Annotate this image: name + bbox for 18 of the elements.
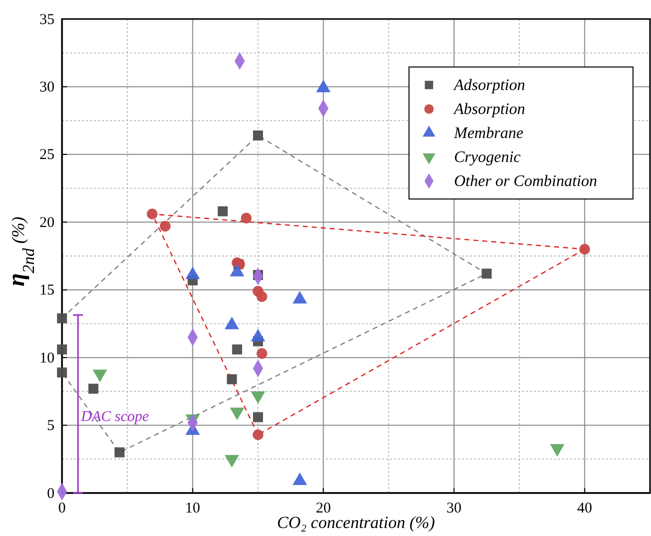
x-tick-label: 10 [185,500,200,516]
x-tick-label: 40 [577,500,592,516]
y-tick-label: 35 [40,12,54,28]
legend-label: Membrane [453,125,524,142]
y-tick-label: 30 [40,80,54,96]
y-tick-label: 0 [47,486,54,502]
y-tick-label: 15 [40,282,54,299]
y-tick-label: 25 [40,147,54,164]
legend-label: Other or Combination [454,173,598,190]
legend-label: Adsorption [453,77,526,94]
y-tick-label: 20 [40,214,54,231]
x-tick-label: 0 [58,500,66,516]
y-tick-label: 10 [40,350,54,366]
annotation: DAC scope [80,409,150,425]
y-tick-label: 5 [47,418,54,434]
legend-label: Absorption [453,101,526,118]
x-tick-label: 30 [446,500,462,516]
legend-label: Cryogenic [454,149,521,166]
